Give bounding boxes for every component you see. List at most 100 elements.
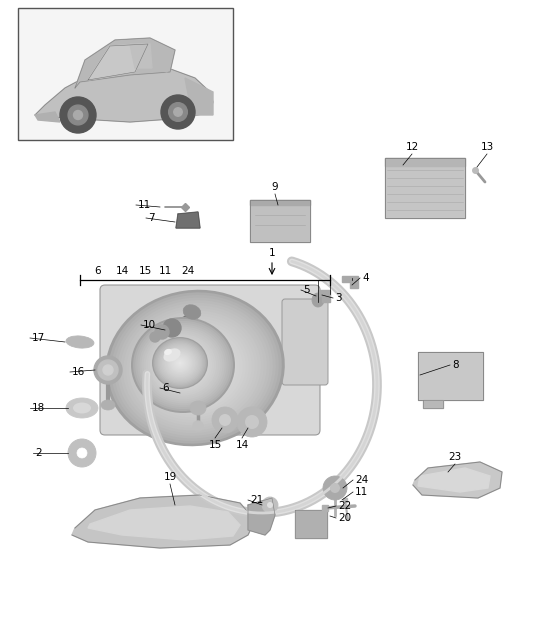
Circle shape [245, 415, 259, 429]
Ellipse shape [66, 336, 94, 348]
Polygon shape [413, 462, 502, 498]
Polygon shape [342, 276, 358, 288]
Ellipse shape [168, 345, 222, 391]
Ellipse shape [177, 352, 213, 384]
Ellipse shape [158, 342, 202, 384]
Circle shape [155, 325, 169, 339]
Text: 6: 6 [162, 383, 168, 393]
Ellipse shape [176, 359, 184, 367]
Circle shape [163, 319, 181, 337]
Circle shape [323, 476, 347, 500]
Text: 11: 11 [138, 200, 152, 210]
Ellipse shape [174, 350, 216, 386]
Ellipse shape [164, 349, 172, 355]
Circle shape [103, 365, 113, 375]
Ellipse shape [312, 293, 324, 307]
Text: 19: 19 [164, 472, 177, 482]
Circle shape [174, 108, 182, 116]
Circle shape [219, 414, 231, 426]
Ellipse shape [138, 318, 252, 418]
Circle shape [267, 502, 273, 508]
Ellipse shape [183, 305, 201, 319]
Ellipse shape [150, 329, 240, 407]
Text: 23: 23 [449, 452, 462, 462]
Polygon shape [72, 495, 255, 548]
Ellipse shape [156, 334, 234, 402]
Ellipse shape [141, 321, 249, 415]
Circle shape [193, 421, 203, 431]
Text: 13: 13 [480, 142, 494, 152]
FancyBboxPatch shape [282, 299, 328, 385]
Ellipse shape [172, 355, 189, 371]
Ellipse shape [146, 330, 220, 399]
Text: 24: 24 [355, 475, 368, 485]
Ellipse shape [153, 338, 207, 387]
Ellipse shape [165, 349, 196, 377]
Ellipse shape [131, 317, 235, 413]
Polygon shape [385, 158, 465, 218]
Ellipse shape [160, 344, 206, 386]
Text: 18: 18 [32, 403, 45, 413]
Polygon shape [295, 510, 327, 538]
Ellipse shape [169, 352, 191, 374]
Ellipse shape [66, 398, 98, 418]
Text: 10: 10 [143, 320, 156, 330]
Text: 16: 16 [72, 367, 85, 377]
Polygon shape [418, 468, 490, 492]
Polygon shape [130, 44, 152, 68]
Ellipse shape [190, 401, 206, 415]
Ellipse shape [180, 355, 210, 381]
Text: 14: 14 [116, 266, 129, 276]
Ellipse shape [108, 293, 282, 443]
Ellipse shape [167, 351, 192, 375]
Text: 5: 5 [303, 285, 310, 295]
Ellipse shape [179, 362, 181, 364]
Ellipse shape [166, 350, 194, 376]
Polygon shape [385, 158, 465, 166]
Ellipse shape [135, 316, 255, 420]
Ellipse shape [152, 336, 214, 394]
Polygon shape [35, 112, 60, 122]
Circle shape [68, 439, 96, 467]
Ellipse shape [137, 323, 229, 407]
Ellipse shape [171, 354, 196, 377]
Ellipse shape [111, 295, 279, 441]
Text: 11: 11 [355, 487, 368, 497]
Text: 17: 17 [32, 333, 45, 343]
Ellipse shape [153, 332, 237, 404]
Ellipse shape [156, 340, 210, 390]
Polygon shape [318, 290, 330, 302]
Circle shape [60, 97, 96, 133]
Ellipse shape [174, 358, 186, 368]
Text: 7: 7 [148, 213, 155, 223]
Ellipse shape [154, 338, 212, 392]
Ellipse shape [175, 357, 191, 372]
Ellipse shape [114, 298, 276, 438]
Ellipse shape [165, 342, 225, 394]
Text: 12: 12 [405, 142, 419, 152]
Ellipse shape [170, 354, 190, 372]
Ellipse shape [173, 357, 187, 369]
Text: 15: 15 [138, 266, 152, 276]
Circle shape [212, 407, 238, 433]
Text: 2: 2 [35, 448, 41, 458]
Ellipse shape [171, 347, 219, 389]
Circle shape [74, 111, 82, 119]
FancyBboxPatch shape [100, 285, 320, 435]
Ellipse shape [105, 290, 285, 447]
Polygon shape [248, 498, 275, 535]
Ellipse shape [120, 303, 270, 433]
Ellipse shape [160, 345, 199, 381]
Text: 8: 8 [452, 360, 459, 370]
Text: 3: 3 [335, 293, 342, 303]
Ellipse shape [173, 355, 193, 374]
Bar [18, 8, 233, 140]
Ellipse shape [129, 311, 261, 425]
Ellipse shape [132, 313, 258, 423]
Ellipse shape [162, 346, 204, 384]
Polygon shape [75, 38, 175, 88]
Ellipse shape [164, 348, 202, 382]
Text: 14: 14 [235, 440, 249, 450]
Polygon shape [88, 506, 240, 540]
Ellipse shape [141, 327, 225, 403]
